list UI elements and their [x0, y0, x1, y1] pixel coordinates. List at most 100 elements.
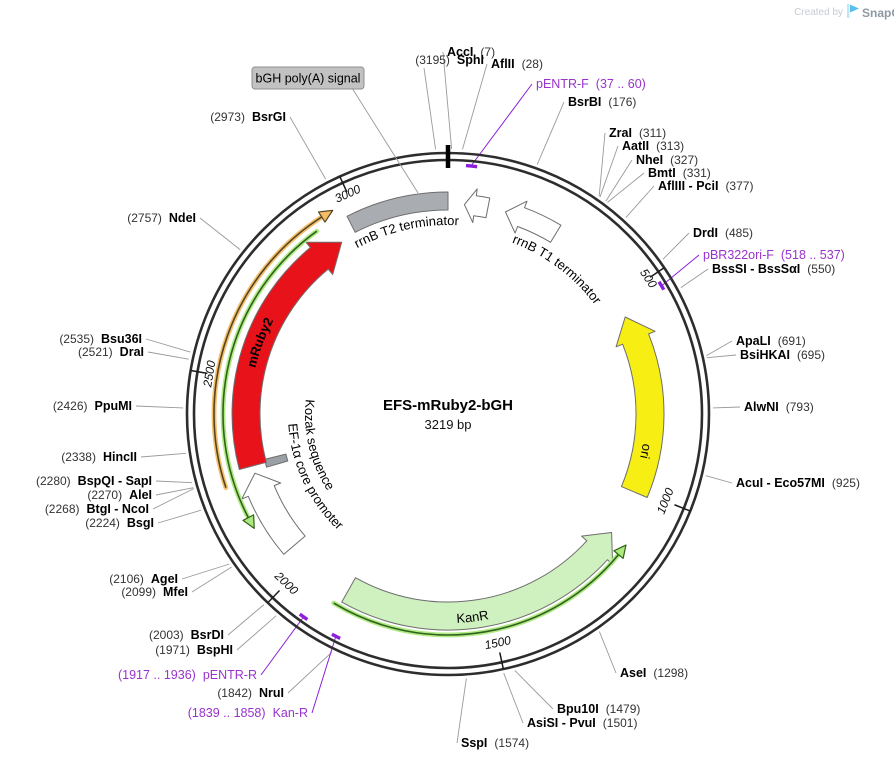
site-label-bsgi[interactable]: (2224) BsgI: [85, 516, 154, 530]
site-leader-line: [147, 351, 189, 360]
site-label-alwni[interactable]: AlwNI (793): [744, 400, 814, 414]
watermark-brand: SnapGene: [862, 6, 894, 20]
site-label-sspi[interactable]: SspI (1574): [461, 736, 529, 750]
orf-arrow-orf-reverse-left[interactable]: [222, 230, 318, 518]
scale-tick-label: 2000: [271, 568, 301, 597]
site-label-ppumi[interactable]: (2426) PpuMI: [53, 399, 132, 413]
scale-tick: [649, 267, 665, 278]
site-label-acui-eco57mi[interactable]: AcuI - Eco57MI (925): [736, 476, 860, 490]
site-label-aatii[interactable]: AatII (313): [622, 139, 684, 153]
feature-rrnb-t1-terminator[interactable]: [505, 200, 562, 243]
site-leader-line: [456, 678, 467, 744]
primer-label-pbr322ori-f[interactable]: pBR322ori-F (518 .. 537): [703, 248, 845, 262]
primer-label-pentr-r[interactable]: (1917 .. 1936) pENTR-R: [118, 668, 257, 682]
site-label-ndei[interactable]: (2757) NdeI: [127, 211, 196, 225]
site-label-bspqi-sapi[interactable]: (2280) BspQI - SapI: [36, 474, 152, 488]
site-leader-line: [706, 340, 733, 357]
site-leader-line: [598, 631, 617, 674]
site-leader-line: [135, 405, 184, 409]
site-label-apali[interactable]: ApaLI (691): [736, 334, 806, 348]
site-leader-line: [680, 268, 709, 288]
site-leader-line: [514, 670, 554, 710]
feature-leader-line: [351, 87, 419, 194]
watermark-created-by: Created by: [794, 7, 843, 18]
site-leader-line: [706, 354, 737, 359]
primer-label-pentr-f[interactable]: pENTR-F (37 .. 60): [536, 77, 646, 91]
site-leader-line: [155, 487, 194, 496]
site-label-mfei[interactable]: (2099) MfeI: [121, 585, 188, 599]
site-leader-line: [157, 509, 202, 524]
site-leader-line: [152, 488, 194, 510]
plasmid-backbone-ring: [192, 158, 704, 670]
site-leader-line: [236, 615, 277, 651]
feature-label-bgh-polya[interactable]: bGH poly(A) signal: [256, 72, 361, 86]
scale-tick-label: 1000: [654, 486, 677, 516]
site-label-bsihkai[interactable]: BsiHKAI (695): [740, 348, 825, 362]
site-label-bsrdi[interactable]: (2003) BsrDI: [149, 628, 224, 642]
site-label-btgi-ncoi[interactable]: (2268) BtgI - NcoI: [45, 502, 149, 516]
feature-label-ori[interactable]: ori: [637, 443, 654, 460]
plasmid-title: EFS-mRuby2-bGH: [383, 397, 513, 414]
site-label-acci[interactable]: AccI (7): [447, 45, 495, 59]
site-label-bsphi[interactable]: (1971) BspHI: [155, 643, 233, 657]
site-label-afliii-pcii[interactable]: AflIII - PciI (377): [658, 179, 753, 193]
site-label-bmti[interactable]: BmtI (331): [648, 166, 711, 180]
site-label-bsrgi[interactable]: (2973) BsrGI: [210, 110, 286, 124]
site-leader-line: [599, 145, 619, 198]
site-leader-line: [289, 116, 326, 180]
feature-ef1a-core-promoter[interactable]: [241, 472, 306, 555]
site-leader-line: [155, 480, 193, 484]
site-leader-line: [598, 132, 606, 197]
site-leader-line: [705, 475, 733, 484]
primer-label-kan-r[interactable]: (1839 .. 1858) Kan-R: [188, 706, 308, 720]
primer-site-pbr322ori-f[interactable]: [657, 280, 666, 291]
site-label-asisi-pvui[interactable]: AsiSI - PvuI (1501): [527, 716, 637, 730]
orf-arrow-orf-forward-mruby2[interactable]: [213, 216, 323, 488]
orf-arrowhead: [242, 514, 255, 529]
site-leader-line: [287, 651, 333, 694]
site-label-drdi[interactable]: DrdI (485): [693, 226, 753, 240]
site-leader-line: [191, 566, 232, 593]
feature-rrnb-t2-terminator[interactable]: [463, 188, 491, 224]
site-label-nhei[interactable]: NheI (327): [636, 153, 698, 167]
scale-tick-label: 1500: [483, 633, 512, 652]
site-label-sphi[interactable]: (3195) SphI: [415, 53, 484, 67]
feature-label-rrnb-t1-terminator[interactable]: rrnB T1 terminator: [511, 231, 605, 307]
feature-bgh-polya[interactable]: [346, 191, 449, 233]
primer-site-kan-r[interactable]: [331, 632, 341, 640]
plasmid-size: 3219 bp: [425, 417, 472, 432]
site-leader-line: [423, 67, 437, 150]
orf-arrowhead: [613, 544, 627, 560]
site-label-zrai[interactable]: ZraI (311): [609, 126, 666, 140]
primer-site-pentr-f[interactable]: [465, 163, 478, 169]
feature-kanr[interactable]: [341, 532, 614, 631]
orf-arrow-orf-reverse-kanr[interactable]: [333, 554, 620, 636]
site-leader-line: [607, 172, 645, 203]
site-leader-line: [227, 604, 265, 636]
site-leader-line: [536, 101, 565, 165]
site-label-bsssi-bsss-i[interactable]: BssSI - BssSαI (550): [712, 262, 835, 276]
site-label-hincii[interactable]: (2338) HincII: [61, 450, 137, 464]
feature-ori[interactable]: [615, 316, 665, 498]
primer-site-pentr-r[interactable]: [298, 612, 309, 621]
feature-mruby2[interactable]: [231, 241, 343, 470]
site-leader-line: [145, 338, 191, 353]
site-leader-line: [181, 563, 230, 580]
orf-arrowhead: [317, 209, 334, 223]
site-label-alei[interactable]: (2270) AleI: [87, 488, 152, 502]
site-label-nrui[interactable]: (1842) NruI: [217, 686, 284, 700]
site-label-asei[interactable]: AseI (1298): [620, 666, 688, 680]
primer-leader-line: [471, 83, 533, 166]
feature-kozak-sequence[interactable]: [264, 453, 289, 468]
site-label-bpu10i[interactable]: Bpu10I (1479): [557, 702, 640, 716]
site-label-drai[interactable]: (2521) DraI: [78, 345, 144, 359]
site-label-bsu36i[interactable]: (2535) Bsu36I: [59, 332, 142, 346]
site-leader-line: [662, 232, 690, 260]
site-label-agei[interactable]: (2106) AgeI: [109, 572, 178, 586]
site-label-aflii[interactable]: AflII (28): [491, 57, 543, 71]
feature-label-kanr[interactable]: KanR: [456, 607, 490, 626]
primer-leader-line: [661, 254, 700, 286]
site-label-bsrbi[interactable]: BsrBI (176): [568, 95, 636, 109]
feature-label-box-bgh-polya[interactable]: [251, 66, 365, 90]
